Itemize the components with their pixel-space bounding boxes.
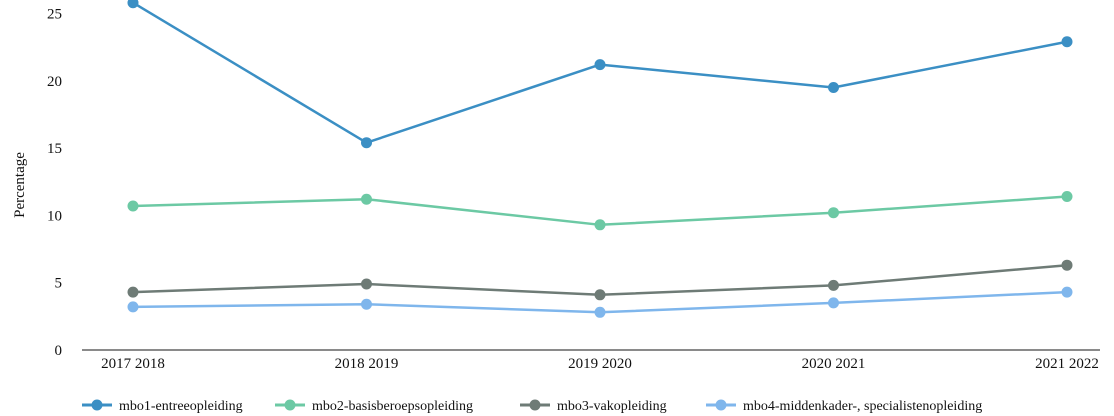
data-point xyxy=(127,286,139,298)
data-point xyxy=(594,289,606,301)
x-tick-label: 2021 2022 xyxy=(1035,356,1099,372)
legend-swatch-marker xyxy=(284,399,296,411)
data-point xyxy=(1061,259,1073,271)
data-point xyxy=(594,219,606,231)
x-tick-label: 2020 2021 xyxy=(802,356,866,372)
y-tick-label: 15 xyxy=(47,141,62,157)
data-point xyxy=(361,193,372,205)
data-point xyxy=(127,0,139,9)
data-point xyxy=(1061,36,1073,48)
data-point xyxy=(127,301,139,313)
data-point xyxy=(1061,286,1073,298)
data-point xyxy=(594,59,606,71)
x-tick-label: 2018 2019 xyxy=(335,356,399,372)
series-lines xyxy=(127,0,1073,318)
y-tick-label: 10 xyxy=(47,208,62,224)
data-point xyxy=(828,82,839,93)
y-tick-label: 0 xyxy=(55,343,63,359)
data-point xyxy=(828,297,839,309)
data-point xyxy=(127,200,139,212)
x-tick-label: 2019 2020 xyxy=(568,356,632,372)
series-line xyxy=(132,1,1068,144)
data-point xyxy=(828,207,839,219)
x-tick-label: 2017 2018 xyxy=(101,356,165,372)
y-tick-label: 5 xyxy=(55,276,63,292)
data-point xyxy=(594,306,606,318)
legend-swatch-marker xyxy=(715,399,727,411)
legend-label: mbo1-entreeopleiding xyxy=(119,399,243,414)
data-point xyxy=(361,137,372,149)
legend-swatch-marker xyxy=(529,399,541,411)
x-axis: 2017 2018 2018 2019 2019 2020 2020 2021 2021… xyxy=(101,356,1099,372)
y-tick-label: 20 xyxy=(47,74,62,90)
data-point xyxy=(361,298,372,310)
data-point xyxy=(828,279,839,291)
legend-label: mbo3-vakopleiding xyxy=(557,399,667,414)
legend-swatch-marker xyxy=(91,399,103,411)
data-point xyxy=(1061,191,1073,203)
legend-label: mbo2-basisberoepsopleiding xyxy=(312,399,473,414)
legend-label: mbo4-middenkader-, specialistenopleiding xyxy=(743,399,982,414)
legend: mbo1-entreeopleiding mbo2-basisberoepsopl… xyxy=(82,399,982,414)
y-tick-label: 25 xyxy=(47,6,62,22)
y-axis-label: Percentage xyxy=(12,152,28,218)
y-axis: 0 5 10 15 20 25 xyxy=(47,6,62,359)
data-point xyxy=(361,278,372,290)
